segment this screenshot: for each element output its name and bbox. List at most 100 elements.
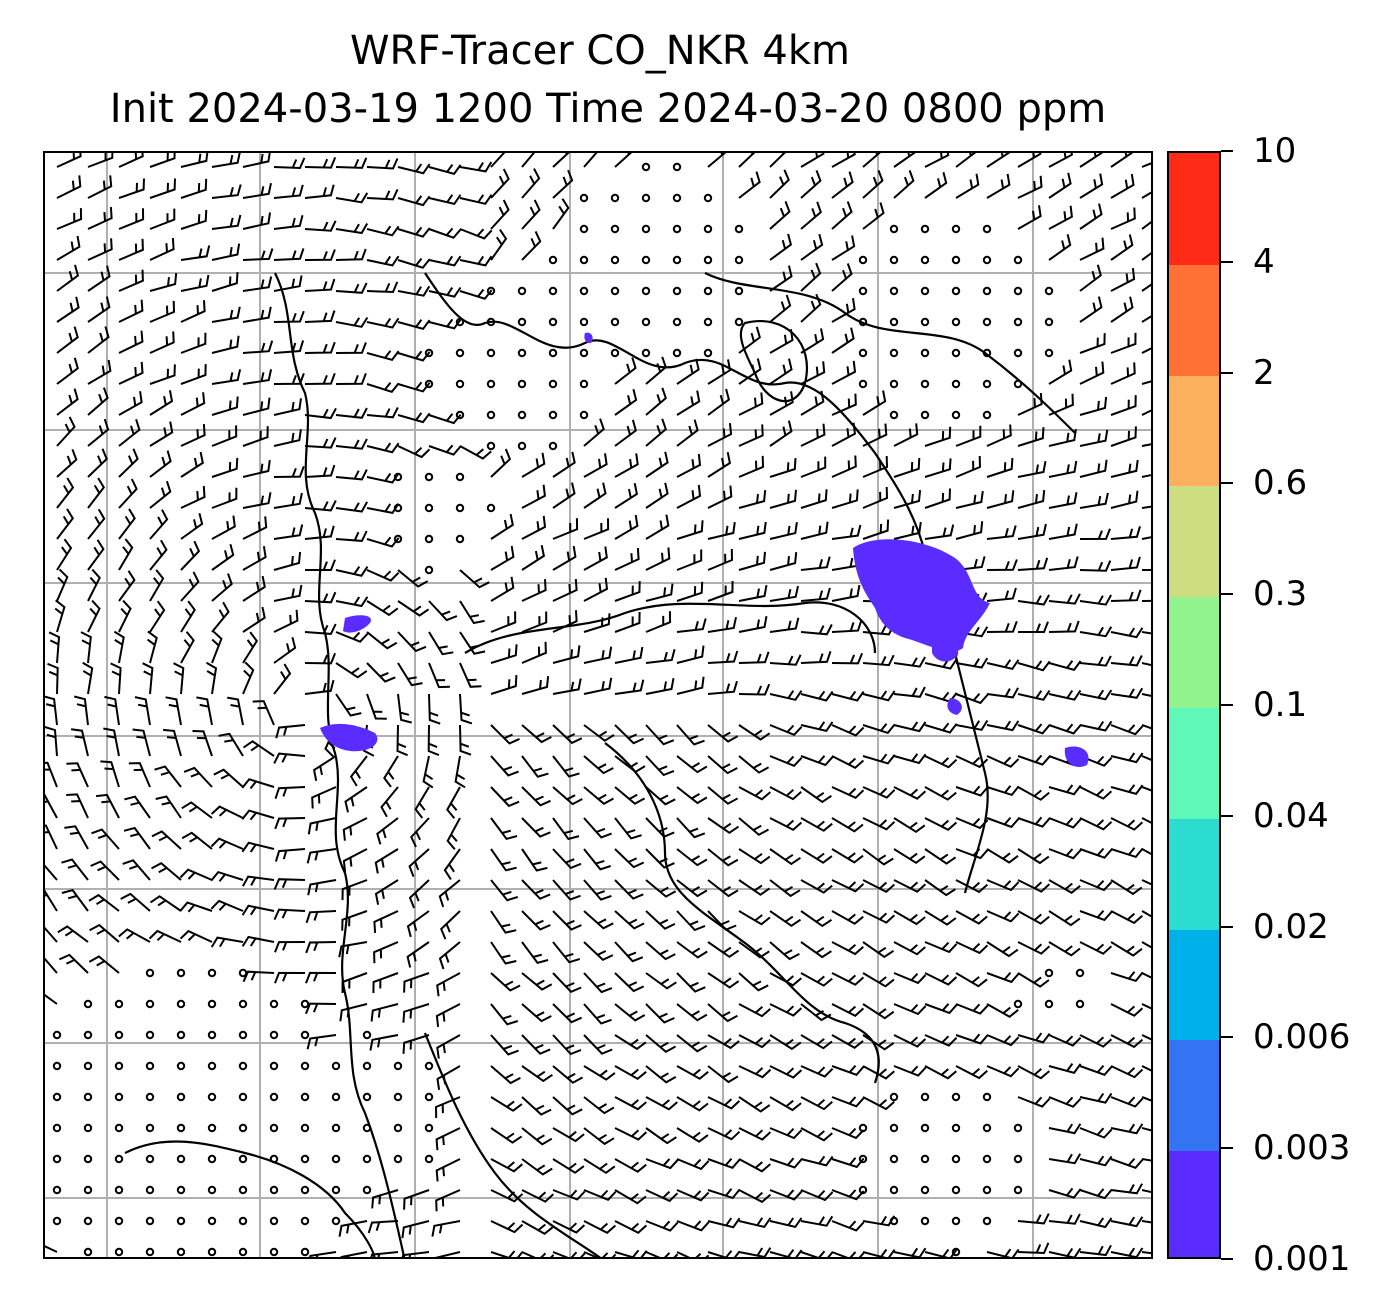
wind-barb bbox=[645, 1127, 677, 1145]
wind-barb bbox=[311, 786, 337, 809]
wind-barb bbox=[163, 728, 182, 757]
wind-barb bbox=[304, 525, 335, 540]
wind-barb bbox=[738, 683, 771, 696]
wind-barb bbox=[274, 941, 306, 953]
wind-barb bbox=[676, 581, 704, 602]
calm-wind-circle bbox=[207, 1216, 217, 1226]
wind-barb bbox=[1017, 1213, 1050, 1225]
wind-barb bbox=[986, 1248, 1020, 1257]
wind-barb bbox=[521, 1189, 555, 1203]
wind-barb bbox=[366, 569, 400, 582]
wind-barb bbox=[304, 464, 336, 478]
wind-barb bbox=[893, 786, 927, 800]
wind-barb bbox=[241, 778, 275, 790]
wind-barb bbox=[552, 451, 576, 478]
wind-barb bbox=[1141, 631, 1151, 635]
wind-barb bbox=[242, 740, 275, 757]
wind-barb bbox=[800, 456, 827, 478]
wind-barb bbox=[676, 520, 704, 540]
calm-wind-circle bbox=[951, 286, 961, 296]
calm-wind-circle bbox=[486, 441, 496, 451]
wind-barb bbox=[436, 972, 461, 997]
wind-barb bbox=[397, 600, 430, 617]
wind-barb bbox=[769, 755, 803, 767]
wind-barb bbox=[180, 600, 196, 633]
calm-wind-circle bbox=[982, 224, 992, 234]
wind-barb bbox=[738, 817, 769, 837]
wind-barb bbox=[676, 786, 708, 805]
wind-barb bbox=[552, 1003, 583, 1024]
wind-barb bbox=[1017, 427, 1045, 447]
wind-barb bbox=[1141, 879, 1151, 886]
wind-barb bbox=[1110, 459, 1139, 478]
wind-barb bbox=[831, 1064, 865, 1076]
wind-barb bbox=[180, 424, 206, 447]
wind-barb bbox=[924, 972, 958, 986]
wind-barb bbox=[831, 201, 853, 230]
calm-wind-circle bbox=[610, 317, 620, 327]
wind-barb bbox=[242, 426, 269, 447]
colorbar-segment bbox=[1169, 817, 1219, 930]
wind-barb bbox=[645, 941, 676, 961]
wind-barb bbox=[1017, 910, 1050, 925]
wind-barb bbox=[1110, 784, 1144, 796]
wind-barb bbox=[955, 719, 989, 731]
wind-barb bbox=[165, 696, 182, 726]
wind-barb bbox=[1048, 660, 1082, 671]
wind-barb bbox=[406, 910, 430, 938]
wind-barb bbox=[831, 171, 854, 199]
wind-barb bbox=[82, 661, 94, 695]
wind-barb bbox=[1110, 724, 1144, 736]
wind-barb bbox=[304, 249, 336, 261]
wind-barb bbox=[1048, 393, 1074, 416]
calm-wind-circle bbox=[331, 1185, 341, 1195]
wind-barb bbox=[552, 786, 583, 806]
wind-barb bbox=[1079, 237, 1105, 261]
wind-barb bbox=[274, 848, 306, 862]
wind-barb bbox=[1141, 191, 1151, 199]
wind-barb bbox=[986, 1065, 1020, 1078]
wind-barb bbox=[738, 910, 771, 926]
wind-barb bbox=[1110, 1034, 1144, 1049]
wind-barb bbox=[614, 514, 639, 540]
wind-barb bbox=[45, 824, 58, 850]
wind-barb bbox=[552, 610, 578, 633]
wind-barb bbox=[738, 616, 768, 633]
wind-barb bbox=[676, 676, 705, 695]
calm-wind-circle bbox=[641, 162, 651, 172]
wind-barb bbox=[645, 1158, 679, 1170]
wind-barb bbox=[893, 457, 921, 478]
wind-barb bbox=[180, 209, 208, 230]
calm-wind-circle bbox=[83, 1185, 93, 1195]
wind-barb bbox=[58, 953, 89, 974]
wind-barb bbox=[645, 755, 675, 777]
wind-barb bbox=[210, 837, 244, 850]
wind-barb bbox=[211, 487, 238, 509]
wind-barb bbox=[1079, 361, 1105, 385]
wind-barb bbox=[583, 577, 609, 602]
calm-wind-circle bbox=[1013, 317, 1023, 327]
calm-wind-circle bbox=[455, 472, 465, 482]
wind-barb bbox=[1141, 693, 1151, 697]
wind-barb bbox=[1079, 1155, 1113, 1167]
wind-barb bbox=[1141, 536, 1151, 540]
wind-barb bbox=[800, 1096, 833, 1111]
wind-barb bbox=[676, 848, 708, 867]
wind-barb bbox=[273, 157, 306, 170]
wind-barb bbox=[614, 357, 637, 385]
wind-barb bbox=[862, 879, 896, 894]
calm-wind-circle bbox=[548, 410, 558, 420]
wind-barb bbox=[831, 298, 856, 323]
wind-barb bbox=[490, 229, 508, 261]
wind-barb bbox=[1048, 1096, 1082, 1108]
wind-barb bbox=[583, 786, 614, 806]
calm-wind-circle bbox=[889, 1216, 899, 1226]
wind-barb bbox=[335, 316, 369, 328]
wind-barb bbox=[205, 661, 218, 695]
wind-barb bbox=[521, 910, 551, 931]
wind-barb bbox=[87, 359, 112, 385]
colorbar-tick-label: 4 bbox=[1253, 241, 1275, 282]
calm-wind-circle bbox=[145, 1061, 155, 1071]
wind-barb bbox=[521, 544, 546, 571]
wind-barb bbox=[1079, 492, 1109, 509]
